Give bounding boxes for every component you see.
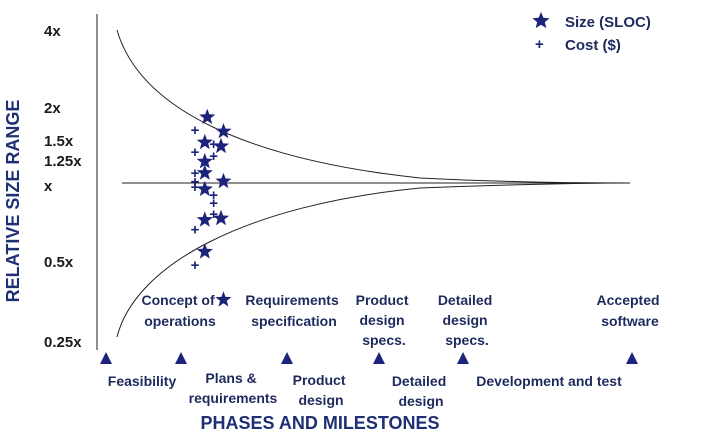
size-sloc-star-point	[215, 123, 232, 139]
cost-cross-point: +	[209, 136, 218, 153]
legend-cross-icon: +	[535, 36, 544, 53]
cost-cross-point: +	[209, 195, 218, 212]
cost-cross-point: +	[191, 179, 200, 196]
milestone-triangle-icon	[626, 352, 638, 364]
y-tick-label: 1.25x	[44, 153, 82, 170]
milestone-label-accepted: Accepted software	[597, 292, 664, 329]
legend: Size (SLOC) + Cost ($)	[532, 12, 651, 54]
x-axis-title: PHASES AND MILESTONES	[200, 413, 439, 433]
phase-labels: Feasibility Plans & requirements Product…	[108, 370, 622, 409]
size-sloc-star-point	[196, 164, 213, 180]
y-tick-label: 1.5x	[44, 133, 74, 150]
phase-label-plans: Plans & requirements	[189, 370, 278, 406]
phase-label-feasibility: Feasibility	[108, 373, 177, 389]
cost-cross-point: +	[191, 122, 200, 139]
cost-cross-point: +	[191, 165, 200, 182]
size-sloc-star-point	[212, 137, 230, 154]
y-axis-title: RELATIVE SIZE RANGE	[3, 100, 23, 303]
size-sloc-star-point	[196, 243, 213, 259]
cost-cross-point: +	[191, 144, 200, 161]
milestone-label-requirements: Requirements specification	[245, 292, 342, 329]
y-tick-label: 0.5x	[44, 254, 74, 271]
y-tick-label: 0.25x	[44, 334, 82, 351]
size-sloc-star-point	[196, 133, 213, 150]
lower-envelope-curve	[116, 182, 631, 338]
milestone-triangle-icon	[457, 352, 469, 364]
size-sloc-star-point	[199, 108, 216, 125]
upper-envelope-curve	[116, 29, 631, 184]
cost-cross-point: +	[191, 222, 200, 239]
y-tick-label: 2x	[44, 100, 61, 117]
cost-cross-point: +	[209, 206, 218, 223]
size-sloc-star-point	[196, 180, 213, 197]
milestone-triangle-icon	[373, 352, 385, 364]
cost-cross-point: +	[209, 187, 218, 204]
y-tick-label: 4x	[44, 23, 61, 40]
cost-cross-point: +	[209, 148, 218, 165]
legend-label-cost: Cost ($)	[565, 37, 621, 54]
y-tick-labels: 4x 2x 1.5x 1.25x x 0.5x 0.25x	[44, 23, 82, 351]
milestone-triangle-icon	[175, 352, 187, 364]
milestone-label-product-design: Product design specs.	[356, 292, 413, 348]
size-sloc-star-point	[215, 291, 232, 307]
size-sloc-star-point	[196, 211, 213, 227]
size-sloc-star-point	[212, 209, 230, 226]
size-sloc-star-point	[215, 172, 232, 189]
legend-star-icon	[532, 12, 550, 29]
cost-cross-point: +	[191, 257, 200, 274]
data-markers: ++++++++++++	[191, 108, 232, 307]
milestone-triangle-icon	[100, 352, 112, 364]
milestone-label-concept: Concept of operations	[142, 292, 219, 329]
phase-label-product-design: Product design	[293, 372, 350, 408]
legend-label-size: Size (SLOC)	[565, 14, 651, 31]
phase-label-development: Development and test	[476, 373, 622, 389]
milestone-label-detailed-design: Detailed design specs.	[438, 292, 496, 348]
milestone-triangle-icon	[281, 352, 293, 364]
cost-cross-point: +	[191, 173, 200, 190]
y-tick-label: x	[44, 178, 53, 195]
milestone-markers	[100, 352, 638, 364]
phase-label-detailed-design: Detailed design	[392, 373, 450, 409]
milestone-labels: Concept of operations Requirements speci…	[142, 292, 664, 348]
size-sloc-star-point	[196, 153, 213, 169]
